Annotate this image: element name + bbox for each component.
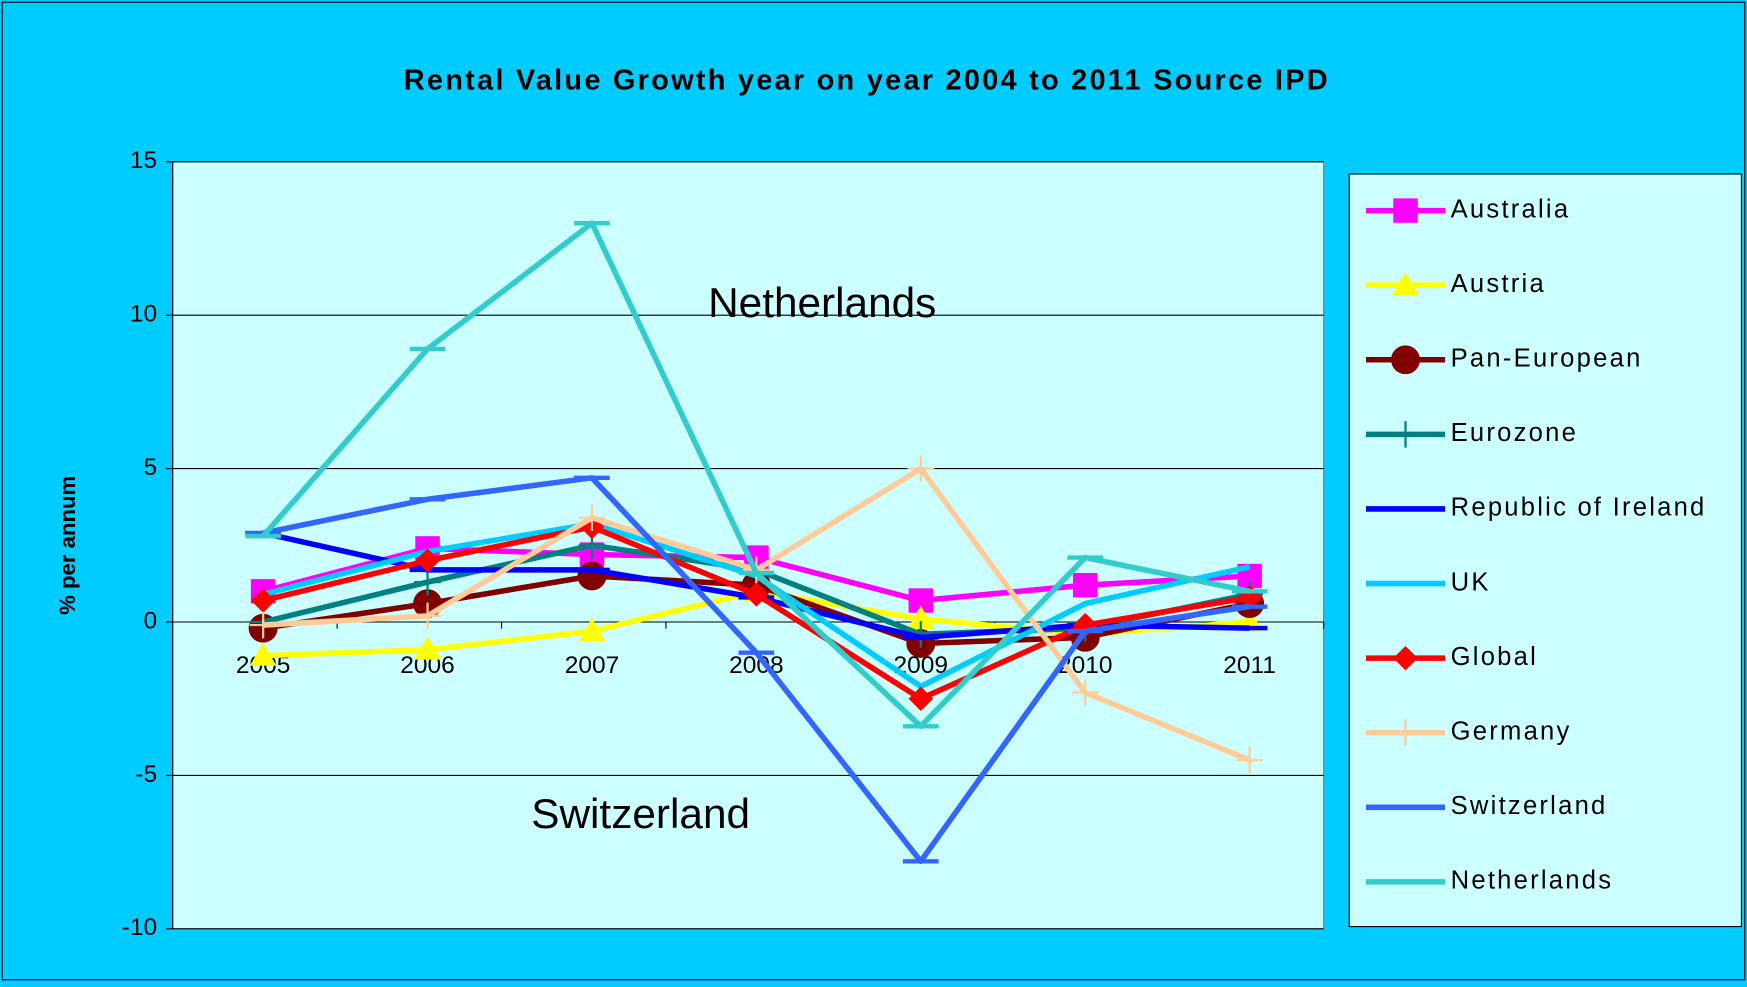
y-tick-label: 0: [143, 607, 157, 634]
marker: [744, 582, 769, 607]
marker: [907, 605, 935, 629]
series: Global: [250, 514, 1538, 711]
marker: [908, 686, 934, 711]
marker: [1236, 746, 1263, 774]
y-tick-label: 15: [130, 147, 157, 174]
marker: [578, 617, 606, 642]
marker: [1391, 345, 1420, 375]
annotation: Netherlands: [708, 279, 936, 326]
legend-label: Australia: [1451, 195, 1571, 223]
legend-label: Pan-European: [1451, 345, 1643, 373]
y-tick-label: -5: [135, 761, 157, 788]
marker: [1071, 679, 1099, 706]
marker: [415, 548, 440, 573]
series: Netherlands: [245, 220, 1614, 895]
legend-label: Republic of Ireland: [1451, 494, 1707, 522]
marker: [250, 588, 276, 613]
marker: [1393, 198, 1418, 223]
marker: [577, 561, 607, 591]
legend-label: Global: [1451, 643, 1538, 671]
legend-label: Netherlands: [1451, 867, 1614, 895]
plot-area: [172, 161, 1325, 930]
y-tick-label: 10: [130, 301, 157, 328]
marker: [1072, 573, 1098, 598]
marker: [414, 636, 441, 660]
annotation: Switzerland: [531, 790, 750, 837]
legend-label: Austria: [1451, 270, 1546, 298]
marker: [414, 602, 441, 630]
marker: [249, 611, 277, 639]
marker: [1392, 271, 1419, 296]
y-tick-label: 5: [143, 454, 157, 481]
marker: [1392, 421, 1419, 448]
marker: [414, 568, 441, 596]
marker: [249, 642, 277, 666]
y-axis-title: % per annum: [55, 476, 80, 615]
legend-label: UK: [1451, 568, 1491, 596]
legend-label: Eurozone: [1451, 419, 1578, 447]
legend-box: [1348, 173, 1742, 928]
x-tick-label: 2011: [1223, 652, 1276, 679]
series: Switzerland: [245, 475, 1608, 865]
marker: [1392, 719, 1419, 747]
legend-label: Germany: [1451, 718, 1572, 746]
y-tick-label: -10: [122, 914, 157, 941]
chart-title: Rental Value Growth year on year 2004 to…: [404, 65, 1330, 97]
marker: [907, 455, 935, 482]
legend-label: Switzerland: [1451, 792, 1608, 820]
marker: [578, 504, 606, 531]
x-tick-label: 2007: [565, 652, 620, 679]
